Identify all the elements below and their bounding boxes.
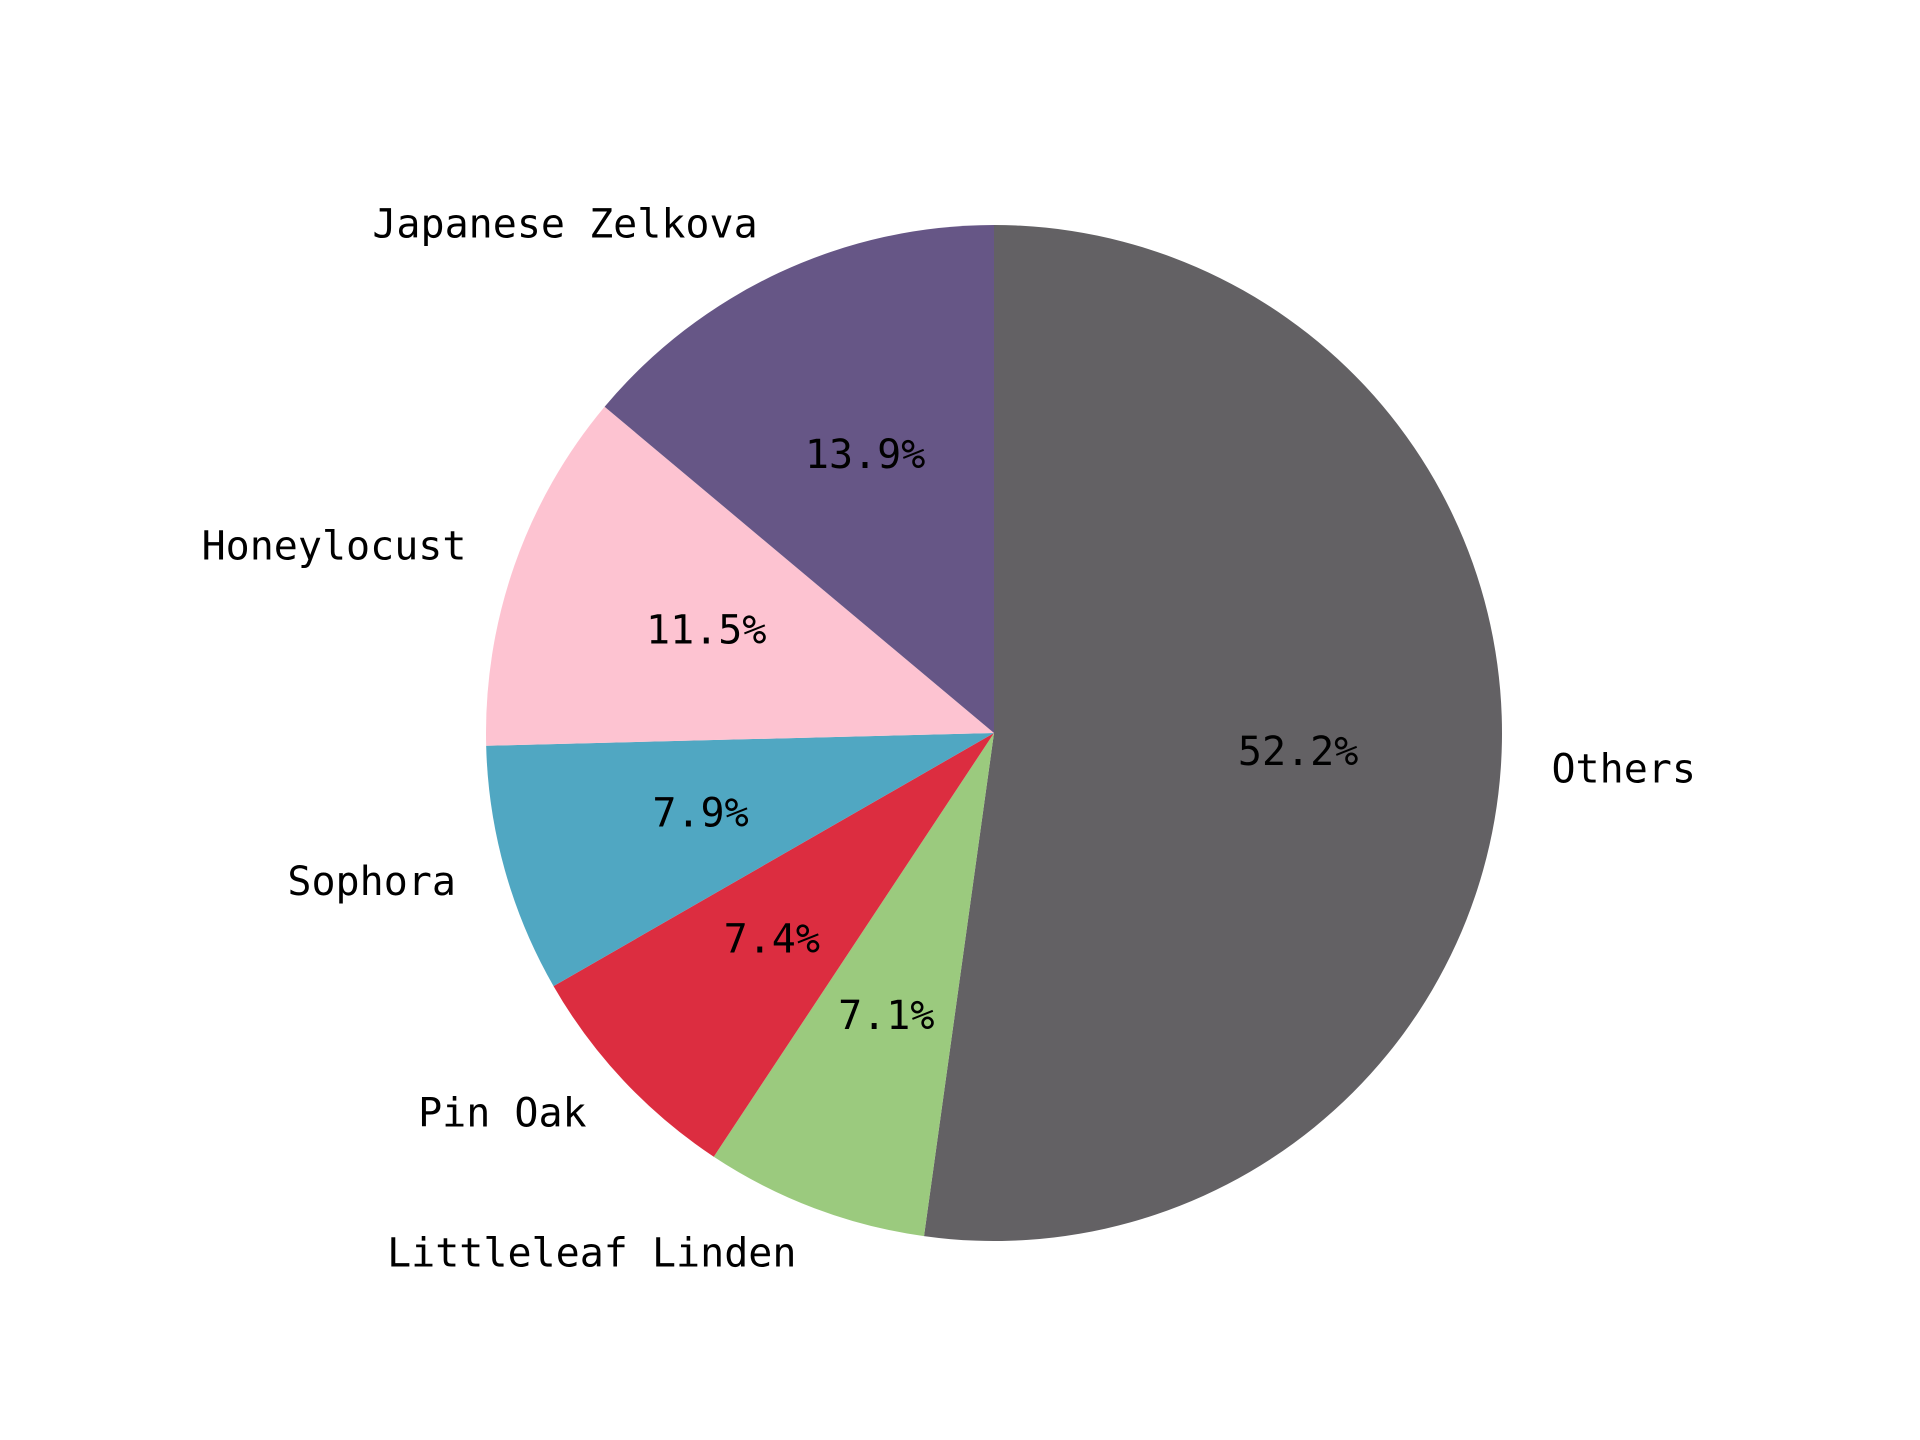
slice-sophora — [486, 733, 994, 987]
slice-others — [924, 225, 1502, 1241]
label-littleleaf-linden: Littleleaf Linden — [387, 1231, 796, 1277]
label-japanese-zelkova: Japanese Zelkova — [372, 202, 757, 248]
pct-label-pin-oak: 7.4% — [724, 917, 820, 963]
slices-group — [486, 225, 1502, 1241]
pct-label-sophora: 7.9% — [652, 790, 748, 836]
pct-label-littleleaf-linden: 7.1% — [838, 993, 934, 1039]
label-others: Others — [1551, 747, 1696, 793]
label-sophora: Sophora — [287, 859, 456, 905]
labels-group: Others 52.2% Littleleaf Linden 7.1% Pin Oak 7… — [202, 202, 1696, 1277]
label-pin-oak: Pin Oak — [418, 1091, 587, 1137]
slice-littleleaf-linden — [713, 733, 994, 1237]
pct-label-honeylocust: 11.5% — [646, 607, 766, 653]
slice-honeylocust — [486, 406, 994, 746]
slice-pin-oak — [553, 733, 994, 1157]
slice-japanese-zelkova — [604, 225, 994, 733]
pct-label-japanese-zelkova: 13.9% — [805, 432, 925, 478]
label-honeylocust: Honeylocust — [202, 524, 467, 570]
pct-label-others: 52.2% — [1238, 729, 1358, 775]
